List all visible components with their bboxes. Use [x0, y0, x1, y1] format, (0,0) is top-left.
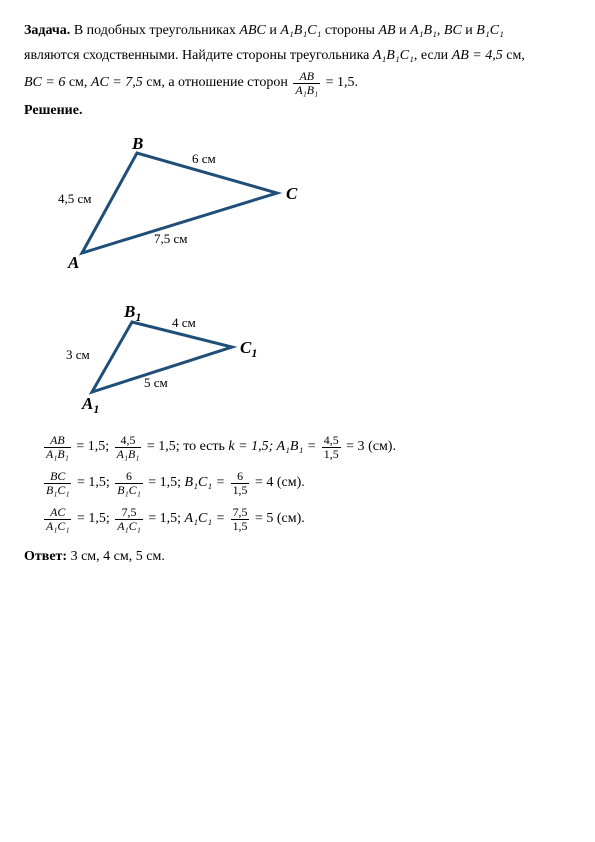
text: (см). — [273, 511, 304, 526]
problem-label: Задача. — [24, 23, 70, 38]
calc-line-2: BCB₁C₁ = 1,5; 6B₁C₁ = 1,5; B₁C₁ = 61,5 =… — [42, 470, 571, 496]
denominator: A₁B₁ — [44, 448, 71, 461]
math: AB — [378, 23, 395, 38]
math: = 4 — [251, 475, 273, 490]
solution-label: Решение. — [24, 100, 571, 121]
denominator: A₁C₁ — [115, 520, 142, 533]
math: = 1,5; — [73, 511, 113, 526]
vertex-b: B — [131, 134, 143, 153]
text: (см). — [273, 475, 304, 490]
text: см, — [65, 75, 91, 90]
text: и — [396, 23, 411, 38]
edge-ab-label: 3 см — [66, 347, 90, 362]
math: = 1,5 — [322, 75, 354, 90]
numerator: 7,5 — [115, 506, 142, 520]
text: см, — [78, 549, 104, 564]
math: = 3 — [343, 439, 365, 454]
vertex-c1: C1 — [240, 338, 257, 360]
answer-line: Ответ: 3 см, 4 см, 5 см. — [24, 546, 571, 567]
numerator: AC — [44, 506, 71, 520]
denominator: B₁C₁ — [44, 484, 71, 497]
fraction: ACA₁C₁ — [44, 506, 71, 532]
numerator: 6 — [115, 470, 142, 484]
math: = 1,5; — [143, 439, 183, 454]
calc-line-3: ACA₁C₁ = 1,5; 7,5A₁C₁ = 1,5; A₁C₁ = 7,51… — [42, 506, 571, 532]
fraction: ABA₁B₁ — [44, 434, 71, 460]
denominator: A₁C₁ — [44, 520, 71, 533]
fraction: 6B₁C₁ — [115, 470, 142, 496]
math: = 1,5; — [145, 475, 185, 490]
vertex-a1: A1 — [81, 394, 99, 416]
triangle-a1b1c1-diagram: B1 C1 A1 3 см 4 см 5 см — [52, 297, 571, 424]
text: и — [462, 23, 477, 38]
edge-bc-label: 4 см — [172, 315, 196, 330]
fraction: BCB₁C₁ — [44, 470, 71, 496]
fraction: ABA₁B₁ — [293, 70, 320, 96]
text: (см). — [365, 439, 396, 454]
edge-bc-label: 6 см — [192, 151, 216, 166]
text: стороны — [321, 23, 378, 38]
problem-text-2: являются сходственными. Найдите стороны … — [24, 45, 571, 66]
text: см, а отношение сторон — [143, 75, 292, 90]
math: AB = 4,5 — [452, 48, 503, 63]
numerator: 7,5 — [231, 506, 250, 520]
text: см, — [110, 549, 136, 564]
math: A₁B₁ = — [276, 439, 319, 454]
math: BC = 6 — [24, 75, 65, 90]
fraction: 4,5A₁B₁ — [115, 434, 142, 460]
calc-line-1: ABA₁B₁ = 1,5; 4,5A₁B₁ = 1,5; то есть k =… — [42, 434, 571, 460]
numerator: AB — [44, 434, 71, 448]
numerator: BC — [44, 470, 71, 484]
denominator: A₁B₁ — [115, 448, 142, 461]
text: и — [266, 23, 281, 38]
math: A₁B₁C₁ — [280, 23, 321, 38]
numerator: AB — [293, 70, 320, 84]
answer-label: Ответ: — [24, 549, 71, 564]
vertex-b1: B1 — [123, 302, 141, 324]
text: , — [437, 23, 444, 38]
text: см. — [143, 549, 165, 564]
text: В подобных треугольниках — [70, 23, 239, 38]
denominator: 1,5 — [322, 448, 341, 461]
math: BC — [444, 23, 462, 38]
edge-ac-label: 7,5 см — [154, 231, 188, 246]
numerator: 4,5 — [115, 434, 142, 448]
fraction: 4,51,5 — [322, 434, 341, 460]
fraction: 7,51,5 — [231, 506, 250, 532]
vertex-a: A — [67, 253, 79, 272]
answer-value: 5 — [136, 549, 143, 564]
edge-ab-label: 4,5 см — [58, 191, 92, 206]
math: A₁B₁ — [410, 23, 437, 38]
answer-value: 3 — [71, 549, 78, 564]
denominator: A₁B₁ — [293, 84, 320, 97]
math: = 5 — [251, 511, 273, 526]
numerator: 4,5 — [322, 434, 341, 448]
denominator: 1,5 — [231, 520, 250, 533]
math: k = 1,5; — [228, 439, 276, 454]
text: являются сходственными. Найдите стороны … — [24, 48, 373, 63]
vertex-c: C — [286, 184, 298, 203]
numerator: 6 — [231, 470, 250, 484]
math: A₁C₁ = — [185, 511, 229, 526]
math: = 1,5; — [73, 439, 113, 454]
problem-text: Задача. В подобных треугольниках ABC и A… — [24, 20, 571, 41]
denominator: 1,5 — [231, 484, 250, 497]
text: см, — [503, 48, 525, 63]
math: ABC — [239, 23, 265, 38]
text: . — [355, 75, 359, 90]
math: = 1,5; — [145, 511, 185, 526]
math: B₁C₁ = — [185, 475, 229, 490]
fraction: 61,5 — [231, 470, 250, 496]
math: B₁C₁ — [476, 23, 504, 38]
math: AC = 7,5 — [91, 75, 143, 90]
text: , если — [414, 48, 452, 63]
problem-text-3: BC = 6 см, AC = 7,5 см, а отношение стор… — [24, 70, 571, 96]
edge-ac-label: 5 см — [144, 375, 168, 390]
math: = 1,5; — [73, 475, 113, 490]
math: A₁B₁C₁ — [373, 48, 414, 63]
fraction: 7,5A₁C₁ — [115, 506, 142, 532]
text: то есть — [183, 439, 228, 454]
triangle-abc-diagram: B C A 4,5 см 6 см 7,5 см — [52, 133, 571, 285]
denominator: B₁C₁ — [115, 484, 142, 497]
